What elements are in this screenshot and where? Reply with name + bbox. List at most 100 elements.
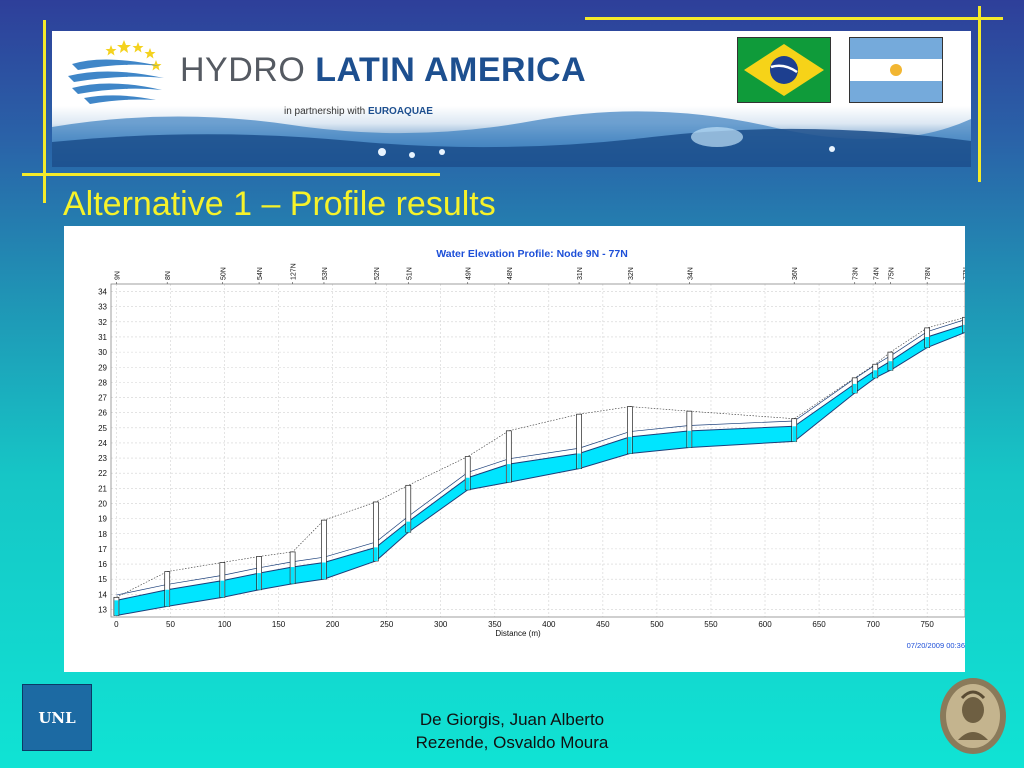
plot-area-border xyxy=(110,283,965,618)
unl-logo: UNL xyxy=(22,684,92,751)
chart-title: Water Elevation Profile: Node 9N - 77N xyxy=(436,248,628,260)
partner-name: EUROAQUAE xyxy=(367,106,433,117)
frame-line-right xyxy=(978,6,981,182)
node-label: 52N xyxy=(374,267,381,280)
logo-latin-america: LATIN AMERICA xyxy=(315,51,587,89)
node-label: 48N xyxy=(507,267,514,280)
y-tick-label: 27 xyxy=(98,394,107,403)
logo-hydro: HYDRO xyxy=(180,51,306,89)
node-label: 77N xyxy=(963,267,965,280)
node-label: 34N xyxy=(687,267,694,280)
node-label: 74N xyxy=(873,267,880,280)
node-label: 127N xyxy=(291,263,298,280)
x-tick-label: 500 xyxy=(650,620,664,629)
x-tick-label: 50 xyxy=(166,620,175,629)
y-tick-label: 16 xyxy=(98,560,107,569)
frame-line-top xyxy=(585,17,1003,20)
university-seal-icon xyxy=(940,678,1006,754)
y-tick-label: 17 xyxy=(98,545,107,554)
y-tick-label: 20 xyxy=(98,499,107,508)
manhole-water-34N xyxy=(687,430,692,448)
chart-timestamp: 07/20/2009 00:36 xyxy=(907,641,965,650)
x-axis-label: Distance (m) xyxy=(495,629,541,638)
x-tick-label: 350 xyxy=(488,620,502,629)
manhole-water-50N xyxy=(220,580,225,598)
y-tick-label: 23 xyxy=(98,454,107,463)
y-tick-label: 28 xyxy=(98,378,107,387)
x-tick-label: 200 xyxy=(326,620,340,629)
y-tick-label: 22 xyxy=(98,469,107,478)
water-elevation-profile-chart: Water Elevation Profile: Node 9N - 77N 1… xyxy=(98,248,965,650)
x-tick-label: 400 xyxy=(542,620,556,629)
x-tick-label: 300 xyxy=(434,620,448,629)
manhole-50N xyxy=(219,562,226,598)
pipe-top-line xyxy=(116,319,965,596)
manhole-water-127N xyxy=(290,567,295,584)
water-fill-area xyxy=(116,324,965,616)
manhole-water-75N xyxy=(888,361,893,371)
y-tick-label: 30 xyxy=(98,348,107,357)
node-label: 8N xyxy=(165,271,172,280)
x-tick-label: 750 xyxy=(920,620,934,629)
manhole-water-9N xyxy=(114,600,119,616)
y-tick-label: 24 xyxy=(98,439,107,448)
node-label: 49N xyxy=(466,267,473,280)
header-banner: HYDRO LATIN AMERICA in partnership with … xyxy=(52,31,971,167)
x-tick-label: 150 xyxy=(272,620,286,629)
manhole-water-53N xyxy=(322,562,326,580)
y-tick-label: 14 xyxy=(98,590,107,599)
chart-panel: Water Elevation Profile: Node 9N - 77N 1… xyxy=(64,226,965,672)
manhole-water-48N xyxy=(506,464,511,483)
y-tick-label: 29 xyxy=(98,363,107,372)
y-tick-label: 33 xyxy=(98,303,107,312)
node-label: 50N xyxy=(220,267,227,280)
logo-text: HYDRO LATIN AMERICA xyxy=(180,51,586,90)
y-tick-label: 13 xyxy=(98,605,107,614)
y-tick-label: 26 xyxy=(98,409,107,418)
partner-prefix: in partnership with xyxy=(284,106,366,117)
manhole-34N xyxy=(686,410,693,448)
node-label: 53N xyxy=(322,267,329,280)
x-tick-label: 550 xyxy=(704,620,718,629)
manhole-water-32N xyxy=(627,436,632,454)
manhole-water-51N xyxy=(406,521,411,533)
argentina-flag-icon xyxy=(849,37,943,103)
x-tick-label: 600 xyxy=(758,620,772,629)
y-tick-label: 32 xyxy=(98,318,107,327)
x-tick-label: 100 xyxy=(218,620,232,629)
node-label: 9N xyxy=(114,271,121,280)
node-label: 75N xyxy=(888,267,895,280)
water-splash-image xyxy=(52,111,971,167)
author-2: Rezende, Osvaldo Moura xyxy=(415,733,609,752)
y-tick-label: 19 xyxy=(98,515,107,524)
y-tick-label: 15 xyxy=(98,575,107,584)
node-label: 78N xyxy=(925,267,932,280)
manhole-water-52N xyxy=(373,547,378,561)
node-label: 73N xyxy=(853,267,860,280)
manhole-water-49N xyxy=(465,477,470,490)
y-tick-label: 18 xyxy=(98,530,107,539)
manhole-water-73N xyxy=(852,383,857,393)
partnership-line: in partnership with EUROAQUAE xyxy=(284,106,433,117)
frame-line-left xyxy=(43,20,46,203)
series-line-ground xyxy=(116,317,965,598)
node-label: 54N xyxy=(257,267,264,280)
manhole-water-78N xyxy=(925,336,930,348)
x-tick-label: 0 xyxy=(114,620,119,629)
frame-line-bottom xyxy=(22,173,440,176)
brazil-flag-icon xyxy=(737,37,831,103)
manhole-water-8N xyxy=(165,589,170,607)
x-tick-label: 700 xyxy=(866,620,880,629)
y-tick-label: 25 xyxy=(98,424,107,433)
x-tick-label: 650 xyxy=(812,620,826,629)
authors: De Giorgis, Juan Alberto Rezende, Osvald… xyxy=(362,708,662,754)
node-label: 32N xyxy=(628,267,635,280)
node-label: 51N xyxy=(406,267,413,280)
x-tick-label: 450 xyxy=(596,620,610,629)
x-tick-label: 250 xyxy=(380,620,394,629)
manhole-water-54N xyxy=(257,573,261,590)
node-label: 36N xyxy=(792,267,799,280)
node-label: 31N xyxy=(577,267,584,280)
slide-title: Alternative 1 – Profile results xyxy=(63,185,496,223)
hydro-wave-logo-icon xyxy=(68,40,164,104)
